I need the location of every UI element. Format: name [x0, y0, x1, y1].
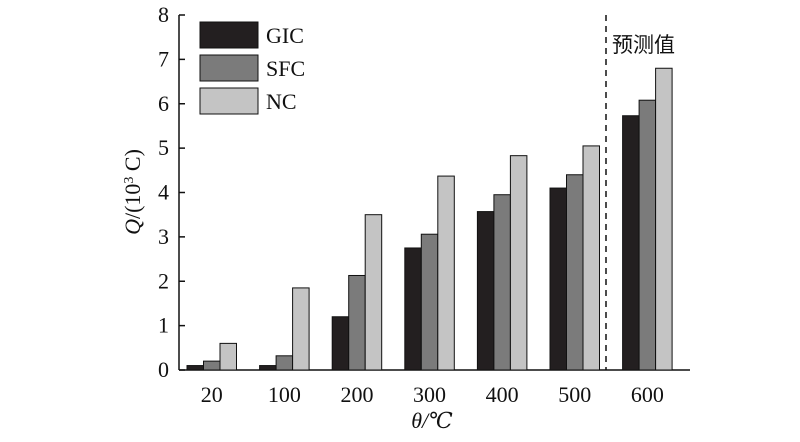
x-tick-label: 200 — [340, 382, 373, 407]
legend-label-gic: GIC — [266, 23, 304, 48]
legend-swatch-sfc — [199, 54, 259, 82]
bar-sfc-20 — [203, 360, 221, 371]
bar-sfc-100 — [275, 355, 294, 371]
bar-gic-400 — [476, 211, 495, 371]
bar-nc-600 — [655, 67, 673, 371]
bar-gic-20 — [186, 365, 204, 371]
bar-sfc-600 — [638, 99, 657, 371]
bar-nc-300 — [437, 175, 455, 371]
y-tick-label: 4 — [158, 180, 169, 205]
y-tick-label: 1 — [158, 313, 169, 338]
bar-gic-200 — [331, 316, 350, 371]
bar-gic-100 — [259, 365, 277, 371]
legend-swatch-nc — [199, 87, 259, 115]
bar-gic-600 — [622, 115, 640, 371]
bar-gic-500 — [549, 187, 567, 371]
legend-label-sfc: SFC — [266, 56, 305, 81]
bar-nc-100 — [292, 287, 310, 371]
bar-nc-500 — [582, 145, 600, 371]
x-axis-title: θ/℃ — [411, 408, 453, 433]
bar-sfc-200 — [348, 274, 366, 371]
legend-swatch-gic — [199, 21, 259, 49]
bar-nc-200 — [364, 214, 383, 371]
bar-gic-300 — [404, 247, 422, 371]
bar-nc-20 — [219, 342, 237, 371]
y-tick-label: 0 — [158, 357, 169, 382]
bar-nc-400 — [509, 155, 528, 371]
y-tick-label: 6 — [158, 91, 169, 116]
bar-sfc-500 — [566, 174, 584, 371]
y-tick-label: 5 — [158, 135, 169, 160]
prediction-label: 预测值 — [612, 33, 675, 57]
legend: GIC SFC NC — [199, 21, 305, 115]
y-tick-label: 2 — [158, 268, 169, 293]
bar-sfc-300 — [420, 233, 439, 371]
bars — [186, 67, 673, 371]
x-tick-labels: 20 100 200 300 400 500 600 — [201, 382, 664, 407]
x-tick-label: 400 — [486, 382, 519, 407]
y-axis-title: Q/(103 C) — [120, 149, 145, 235]
x-tick-label: 20 — [201, 382, 223, 407]
x-tick-label: 300 — [413, 382, 446, 407]
x-tick-label: 500 — [558, 382, 591, 407]
y-ticks: 0 1 2 3 4 5 6 7 8 — [158, 2, 185, 382]
x-tick-label: 600 — [631, 382, 664, 407]
y-tick-label: 3 — [158, 224, 169, 249]
bar-sfc-400 — [493, 194, 511, 371]
y-tick-label: 8 — [158, 2, 169, 27]
legend-label-nc: NC — [266, 89, 297, 114]
y-tick-label: 7 — [158, 46, 169, 71]
x-tick-label: 100 — [268, 382, 301, 407]
